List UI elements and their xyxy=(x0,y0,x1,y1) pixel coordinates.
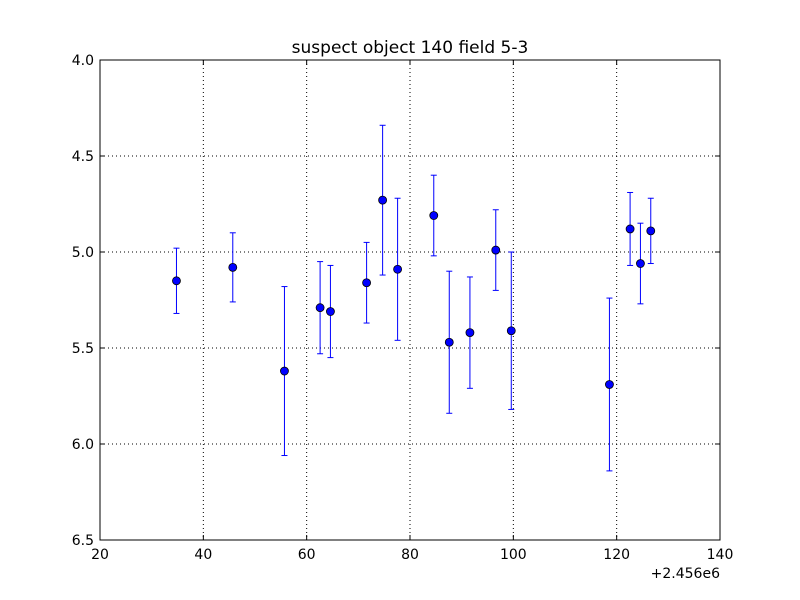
data-point xyxy=(646,226,656,236)
x-tick-label: 120 xyxy=(603,547,630,563)
data-point xyxy=(393,264,403,274)
data-point xyxy=(429,211,439,220)
grid xyxy=(100,60,720,540)
y-tick-label: 4.0 xyxy=(72,53,94,69)
data-point xyxy=(172,276,181,286)
data-point xyxy=(506,326,516,336)
x-axis-offset-label: +2.456e6 xyxy=(651,566,720,582)
data-markers xyxy=(172,195,656,389)
x-tick-label: 100 xyxy=(500,547,527,563)
data-point xyxy=(378,195,388,205)
x-tick-labels: 20 40 60 80 100 120 140 xyxy=(91,547,733,563)
data-point xyxy=(280,366,289,376)
y-tick-label: 6.5 xyxy=(72,533,94,549)
axis-ticks xyxy=(99,59,721,541)
x-tick-label: 40 xyxy=(194,547,212,563)
data-point xyxy=(444,337,454,347)
chart-title: suspect object 140 field 5-3 xyxy=(292,38,529,58)
x-tick-label: 80 xyxy=(401,547,419,563)
x-tick-label: 20 xyxy=(91,547,109,563)
data-point xyxy=(362,278,372,288)
data-point xyxy=(326,307,335,316)
x-tick-label: 140 xyxy=(707,547,734,563)
data-point xyxy=(625,224,635,234)
y-tick-label: 5.0 xyxy=(72,245,94,261)
y-tick-labels: 4.0 4.5 5.0 5.5 6.0 6.5 xyxy=(72,53,94,549)
data-point xyxy=(605,380,614,389)
data-point xyxy=(315,303,325,313)
y-tick-label: 4.5 xyxy=(72,149,94,165)
y-tick-label: 6.0 xyxy=(72,437,94,453)
data-point xyxy=(465,328,475,338)
data-point xyxy=(228,262,238,272)
data-point xyxy=(491,245,501,255)
y-tick-label: 5.5 xyxy=(72,341,94,357)
data-point xyxy=(636,259,645,268)
x-tick-label: 60 xyxy=(298,547,316,563)
